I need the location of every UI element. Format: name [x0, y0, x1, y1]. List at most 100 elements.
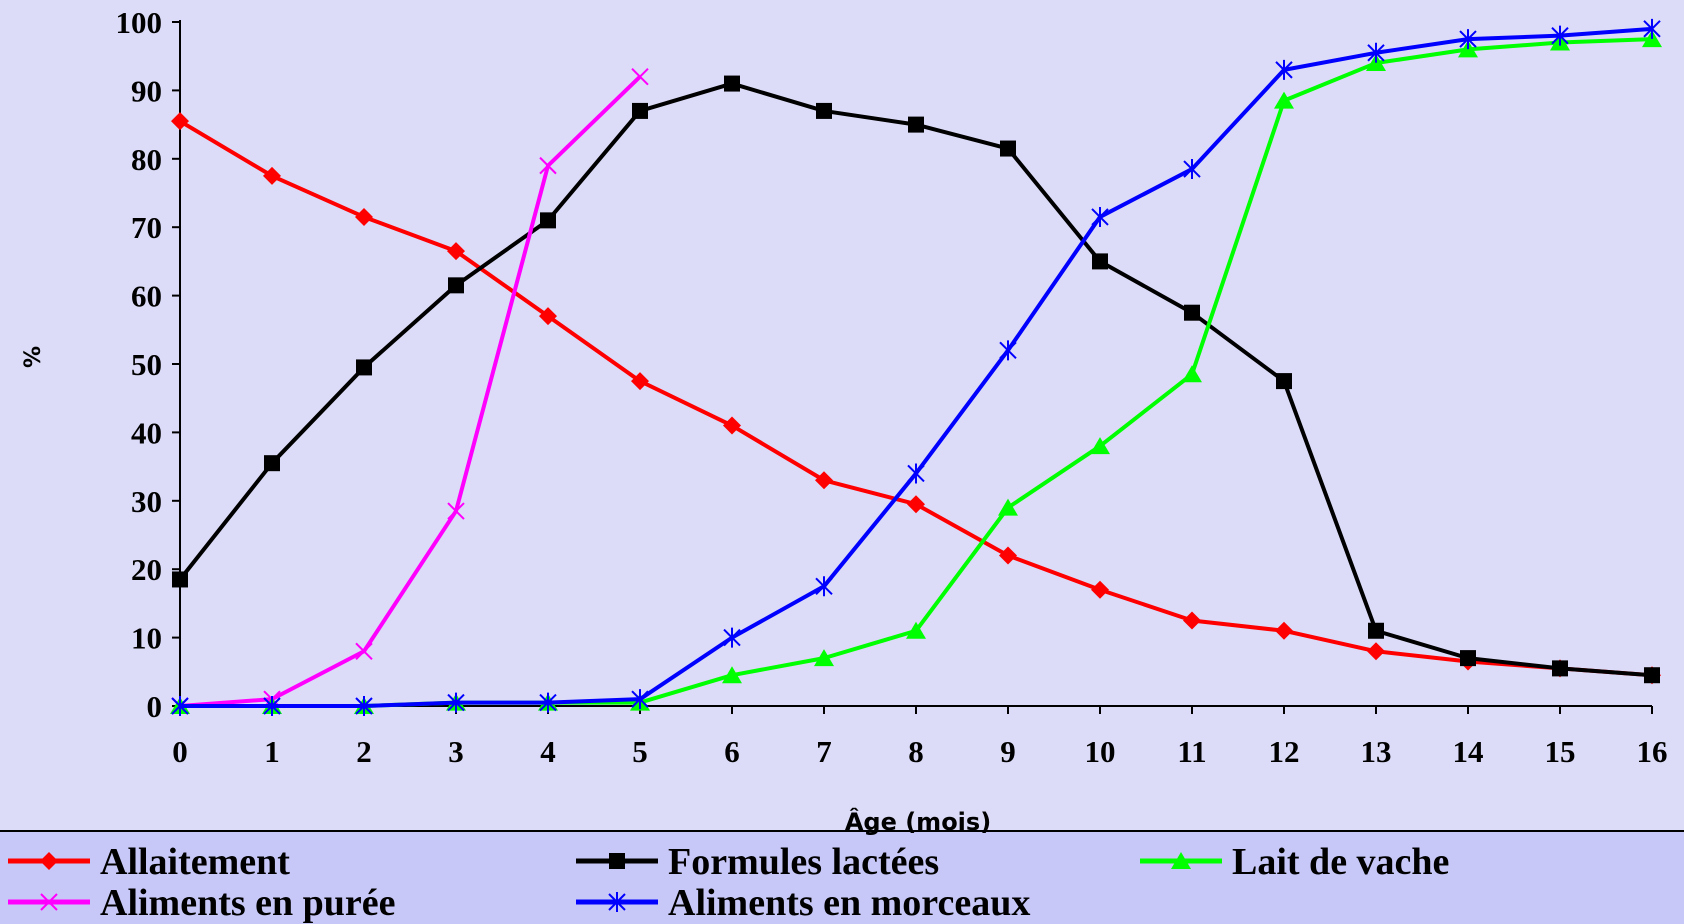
series-5 — [171, 18, 1661, 716]
series-layer — [170, 18, 1662, 716]
data-point — [1183, 611, 1201, 630]
series-line — [178, 81, 1653, 678]
series-3 — [170, 30, 1662, 714]
data-point — [1000, 140, 1016, 157]
y-tick-label: 50 — [131, 347, 162, 382]
data-point — [1460, 650, 1476, 667]
y-tick-label: 10 — [131, 621, 162, 656]
y-tick-label: 100 — [116, 5, 163, 40]
legend: Allaitement Formules lactées Lait de vache… — [8, 841, 1449, 924]
data-point — [1368, 622, 1384, 639]
x-tick-label: 4 — [540, 734, 556, 769]
legend-label: Allaitement — [100, 841, 290, 883]
data-point — [1274, 91, 1294, 109]
y-tick-label: 30 — [131, 484, 162, 519]
data-point — [815, 576, 833, 597]
data-point — [447, 242, 465, 261]
legend-background — [0, 831, 1684, 924]
legend-swatch-marker — [40, 893, 58, 911]
legend-swatch-marker — [40, 852, 58, 870]
data-point — [263, 166, 281, 185]
data-point — [1551, 25, 1569, 46]
series-line — [179, 75, 642, 708]
data-point — [999, 546, 1017, 565]
series-4 — [171, 68, 649, 715]
data-point — [447, 692, 465, 713]
data-point — [724, 75, 740, 92]
legend-label: Lait de vache — [1232, 841, 1449, 883]
x-tick-label: 6 — [724, 734, 740, 769]
data-point — [263, 696, 281, 716]
y-tick-label: 20 — [131, 552, 162, 587]
data-point — [998, 498, 1018, 516]
x-tick-label: 11 — [1177, 734, 1206, 769]
legend-swatch-marker — [609, 853, 625, 869]
data-point — [723, 416, 741, 435]
legend-label: Aliments en purée — [100, 882, 396, 924]
data-point — [1459, 29, 1477, 50]
data-point — [1367, 42, 1385, 63]
y-tick-label: 60 — [131, 279, 162, 314]
y-tick-label: 90 — [131, 73, 162, 108]
data-point — [355, 207, 373, 226]
data-point — [908, 116, 924, 133]
data-point — [355, 696, 373, 716]
x-tick-label: 5 — [632, 734, 648, 769]
data-point — [1275, 59, 1293, 80]
x-tick-label: 9 — [1000, 734, 1016, 769]
x-tick-label: 1 — [264, 734, 280, 769]
data-point — [999, 340, 1017, 361]
legend-label: Aliments en morceaux — [668, 882, 1030, 924]
data-point — [1092, 253, 1108, 270]
data-point — [540, 212, 556, 229]
x-tick-label: 15 — [1545, 734, 1576, 769]
data-point — [815, 471, 833, 490]
y-tick-label: 80 — [131, 142, 162, 177]
legend-label: Formules lactées — [668, 841, 939, 883]
x-tick-label: 0 — [172, 734, 188, 769]
data-point — [1091, 580, 1109, 599]
data-point — [448, 277, 464, 294]
data-point — [355, 642, 373, 660]
data-point — [631, 689, 649, 710]
series-1 — [171, 112, 1661, 685]
data-point — [539, 156, 557, 175]
x-tick-label: 14 — [1453, 734, 1484, 769]
y-tick-label: 0 — [147, 689, 163, 724]
data-point — [539, 692, 557, 713]
data-point — [171, 696, 189, 716]
data-point — [264, 455, 280, 472]
x-tick-label: 8 — [908, 734, 924, 769]
data-point — [172, 571, 188, 588]
x-tick-label: 13 — [1361, 734, 1392, 769]
x-tick-label: 7 — [816, 734, 832, 769]
data-point — [1643, 18, 1661, 39]
x-tick-label: 12 — [1269, 734, 1300, 769]
legend-item-3: Lait de vache — [1140, 841, 1449, 883]
data-point — [1552, 660, 1568, 677]
data-point — [816, 102, 832, 119]
legend-swatch-marker — [1171, 852, 1191, 869]
data-point — [171, 112, 189, 131]
data-point — [632, 102, 648, 119]
data-point — [723, 627, 741, 648]
data-point — [356, 359, 372, 376]
x-tick-label: 3 — [448, 734, 464, 769]
data-point — [722, 666, 742, 684]
data-point — [631, 68, 649, 86]
y-axis-label: % — [21, 346, 46, 368]
data-point — [631, 372, 649, 391]
y-tick-label: 70 — [131, 210, 162, 245]
data-point — [1182, 365, 1202, 383]
data-point — [907, 495, 925, 514]
data-point — [1090, 437, 1110, 455]
data-point — [1367, 642, 1385, 661]
data-point — [906, 621, 926, 639]
data-point — [1184, 304, 1200, 321]
y-tick-label: 40 — [131, 415, 162, 450]
legend-item-1: Allaitement — [8, 841, 290, 883]
data-point — [447, 502, 465, 520]
series-line — [180, 37, 1653, 708]
x-tick-label: 10 — [1085, 734, 1116, 769]
